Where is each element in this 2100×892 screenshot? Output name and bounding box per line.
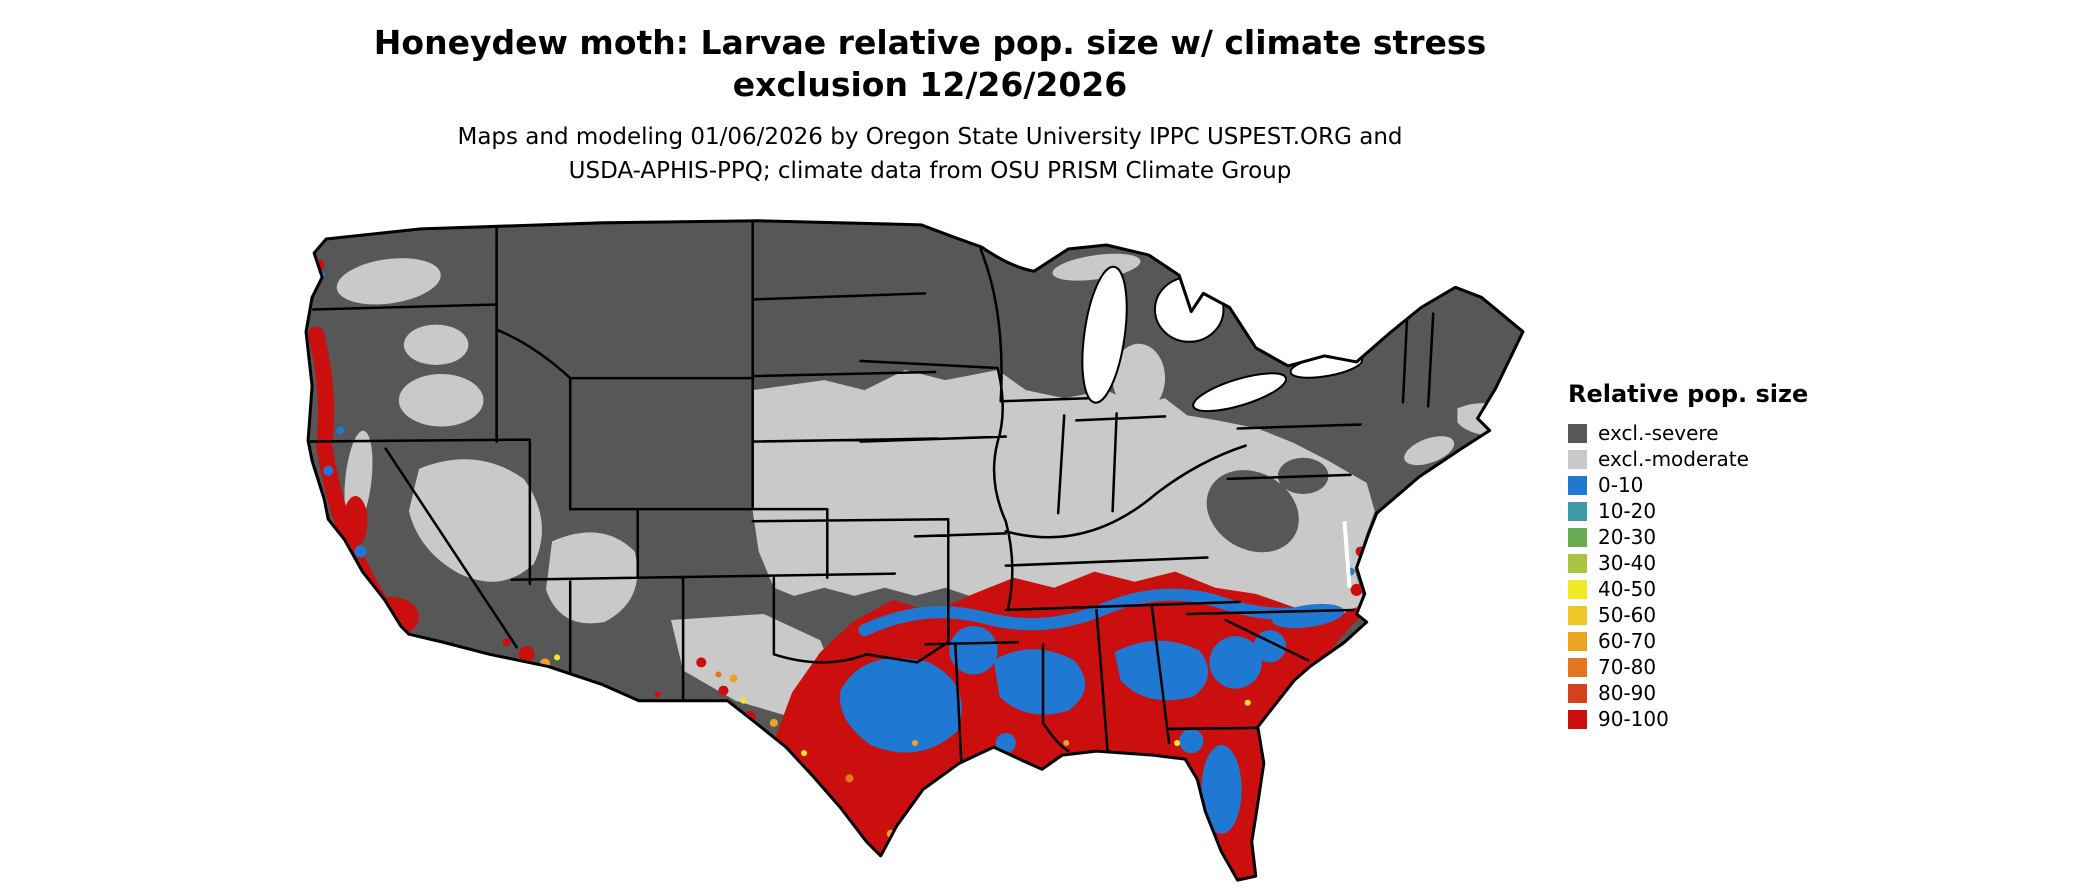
legend-row: excl.-moderate — [1568, 446, 1808, 472]
legend-label-30-40: 30-40 — [1598, 551, 1657, 575]
legend-title: Relative pop. size — [1568, 380, 1809, 408]
legend-swatch-20-30 — [1568, 527, 1587, 547]
lake-michigan — [1081, 265, 1128, 404]
map-subtitle: Maps and modeling 01/06/2026 by Oregon S… — [150, 120, 1710, 188]
chesapeake-bay — [1342, 521, 1352, 588]
us-risk-map — [300, 218, 1530, 888]
legend-row: 60-70 — [1568, 628, 1808, 654]
legend-label-80-90: 80-90 — [1598, 681, 1657, 705]
legend-row: 0-10 — [1568, 472, 1808, 498]
legend-label-10-20: 10-20 — [1598, 499, 1657, 523]
low-population-regions — [319, 272, 1355, 834]
legend-label-excl-severe: excl.-severe — [1598, 421, 1719, 445]
map-subtitle-line1: Maps and modeling 01/06/2026 by Oregon S… — [457, 124, 1403, 150]
blue-band — [858, 588, 1315, 637]
legend-swatch-80-90 — [1568, 683, 1587, 703]
legend-swatch-10-20 — [1568, 501, 1587, 521]
us-risk-map-svg — [304, 219, 1525, 882]
legend-label-60-70: 60-70 — [1598, 629, 1657, 653]
us-outline — [304, 219, 1525, 882]
legend-label-50-60: 50-60 — [1598, 603, 1657, 627]
map-title-line2: exclusion 12/26/2026 — [732, 65, 1128, 104]
legend-swatch-90-100 — [1568, 709, 1587, 729]
legend-label-70-80: 70-80 — [1598, 655, 1657, 679]
legend-swatch-40-50 — [1568, 579, 1587, 599]
yellow-speckles — [554, 654, 1251, 757]
legend-swatch-60-70 — [1568, 631, 1587, 651]
legend-row: 70-80 — [1568, 654, 1808, 680]
state-boundaries — [306, 221, 1435, 765]
legend: Relative pop. size excl.-severe excl.-mo… — [1568, 380, 1808, 732]
lake-erie — [1192, 372, 1288, 413]
map-subtitle-line2: USDA-APHIS-PPQ; climate data from OSU PR… — [568, 158, 1292, 184]
legend-row: 10-20 — [1568, 498, 1808, 524]
legend-row: 20-30 — [1568, 524, 1808, 550]
legend-row: excl.-severe — [1568, 420, 1808, 446]
legend-row: 80-90 — [1568, 680, 1808, 706]
legend-label-40-50: 40-50 — [1598, 577, 1657, 601]
legend-row: 90-100 — [1568, 706, 1808, 732]
legend-swatch-excl-severe — [1568, 423, 1587, 443]
legend-label-excl-moderate: excl.-moderate — [1598, 447, 1749, 471]
legend-label-90-100: 90-100 — [1598, 707, 1669, 731]
legend-swatch-70-80 — [1568, 657, 1587, 677]
legend-row: 50-60 — [1568, 602, 1808, 628]
legend-label-20-30: 20-30 — [1598, 525, 1657, 549]
legend-row: 40-50 — [1568, 576, 1808, 602]
map-title-line1: Honeydew moth: Larvae relative pop. size… — [373, 23, 1487, 62]
legend-swatch-50-60 — [1568, 605, 1587, 625]
legend-swatch-30-40 — [1568, 553, 1587, 573]
map-header: Honeydew moth: Larvae relative pop. size… — [150, 22, 1710, 188]
legend-label-0-10: 0-10 — [1598, 473, 1644, 497]
legend-swatch-0-10 — [1568, 475, 1587, 495]
legend-row: 30-40 — [1568, 550, 1808, 576]
legend-swatch-excl-moderate — [1568, 449, 1587, 469]
